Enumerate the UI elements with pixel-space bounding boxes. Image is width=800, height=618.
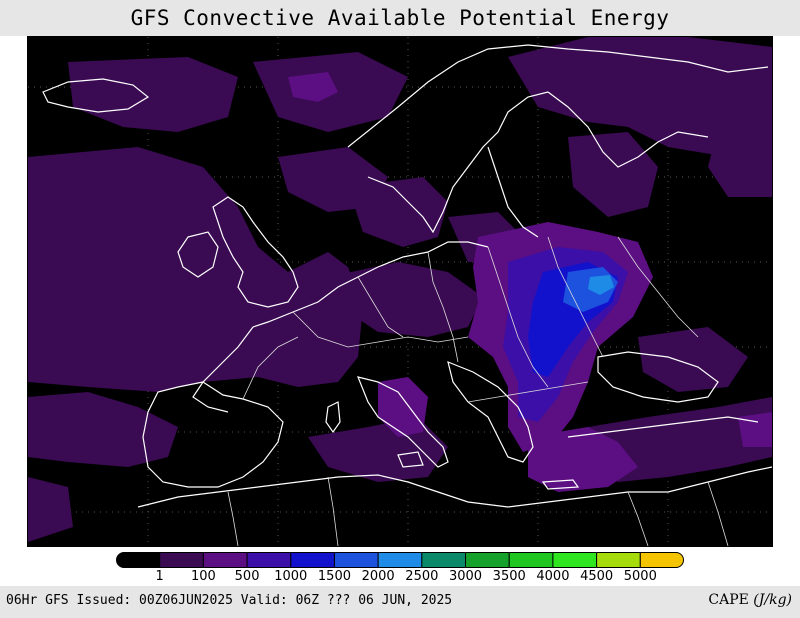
colorbar-tick-label: 4000 xyxy=(536,569,570,584)
cape-map xyxy=(27,36,773,547)
colorbar-tick-label: 4500 xyxy=(580,569,614,584)
colorbar-swatch xyxy=(333,552,379,568)
colorbar-swatch xyxy=(290,552,335,568)
colorbar-swatch xyxy=(552,552,598,568)
colorbar-swatch xyxy=(639,552,684,568)
colorbar-swatch xyxy=(159,552,204,568)
colorbar-swatch xyxy=(202,552,248,568)
colorbar-swatch xyxy=(421,552,467,568)
footer-bar: 06Hr GFS Issued: 00Z06JUN2025 Valid: 06Z… xyxy=(0,586,800,618)
colorbar-tick-label: 3500 xyxy=(492,569,526,584)
title-bar: GFS Convective Available Potential Energ… xyxy=(0,0,800,36)
coastlines xyxy=(42,44,772,508)
cape-colorbar xyxy=(116,552,684,568)
colorbar-tick-label: 2500 xyxy=(405,569,439,584)
colorbar-tick-label: 1 xyxy=(155,569,164,584)
colorbar-swatch xyxy=(116,552,161,568)
colorbar-tick-label: 1500 xyxy=(317,569,351,584)
colorbar-swatch xyxy=(508,552,554,568)
colorbar-tick-label: 1000 xyxy=(274,569,308,584)
colorbar-tick-label: 3000 xyxy=(448,569,483,584)
variable-units: CAPE (J/kg) xyxy=(708,592,792,608)
colorbar-tick-label: 100 xyxy=(190,569,216,584)
colorbar-swatch xyxy=(596,552,641,568)
page-title: GFS Convective Available Potential Energ… xyxy=(130,6,670,30)
unit-label: (J/kg) xyxy=(753,592,792,608)
run-info: 06Hr GFS Issued: 00Z06JUN2025 Valid: 06Z… xyxy=(6,593,453,608)
colorbar-tick-label: 5000 xyxy=(623,569,657,584)
cape-field-2000-2500 xyxy=(588,275,614,295)
variable-name: CAPE xyxy=(708,592,749,608)
colorbar-labels: 1 100 500 1000 1500 2000 2500 3000 3500 4000 4500 5… xyxy=(0,569,800,585)
colorbar-swatch xyxy=(465,552,510,568)
cape-field-1-100 xyxy=(28,37,772,542)
colorbar-tick-label: 500 xyxy=(234,569,260,584)
map-canvas xyxy=(28,37,772,546)
colorbar-tick-label: 2000 xyxy=(361,569,395,584)
colorbar-swatch xyxy=(246,552,292,568)
colorbar-swatch xyxy=(377,552,423,568)
country-borders xyxy=(227,236,729,546)
